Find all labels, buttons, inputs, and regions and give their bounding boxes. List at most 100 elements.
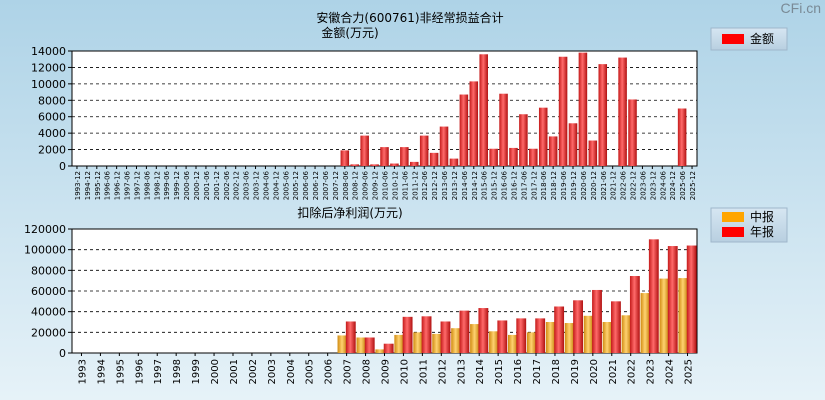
chart2-bar-midyear [356,337,367,353]
chart2-xtick-label: 2024 [665,359,676,384]
chart2-xtick-label: 1996 [134,359,145,384]
chart1-xtick-label: 1996-12 [114,171,122,200]
chart1-xtick-label: 2014-12 [471,171,479,200]
chart2-xtick-label: 1995 [115,359,126,384]
chart2-xtick-label: 2017 [532,359,543,384]
chart1-xtick-label: 2019-12 [570,171,578,200]
chart2-xtick-label: 1998 [172,359,183,384]
chart1-legend-label: 金额 [750,31,774,46]
chart2-xtick-label: 2015 [494,359,505,384]
chart1-xtick-label: 2023-06 [639,170,647,200]
chart2-xtick-label: 2006 [324,359,335,384]
chart2-bar-annual [364,337,375,353]
chart1-xtick-label: 2001-12 [213,171,221,200]
chart2-bar-annual [421,316,432,353]
chart1-bar [598,64,608,166]
chart2-xtick-label: 2023 [646,359,657,384]
chart1-xtick-label: 1995-12 [94,171,102,200]
chart1-xtick-label: 2024-06 [659,170,667,200]
chart1-bar [370,164,379,166]
chart1-xtick-label: 1999-06 [163,170,171,200]
chart2-bar-annual [402,316,413,353]
chart1-ytick-label: 2000 [38,144,66,157]
chart2-xtick-label: 1993 [77,359,88,384]
chart2-xtick-label: 1999 [191,359,202,384]
chart1-xtick-label: 2016-06 [501,170,509,200]
chart2-bar-annual [573,300,583,353]
chart1-xtick-label: 2009-12 [372,171,380,200]
chart1-bar [548,136,558,166]
chart1-xtick-label: 2017-12 [530,171,538,200]
chart1-xtick-label: 2024-12 [669,171,677,200]
chart2-bar-midyear [583,315,594,353]
chart2-xtick-label: 2005 [305,359,316,384]
chart1-xtick-label: 2022-12 [630,171,638,200]
chart1-xtick-label: 2000-12 [193,171,201,200]
chart2-bar-midyear [678,278,689,353]
chart1-xtick-label: 2000-06 [183,170,191,200]
chart1-xtick-label: 2006-06 [302,170,310,200]
chart1-ytick-label: 4000 [38,127,66,140]
chart2-bar-annual [611,301,621,353]
chart1-xtick-label: 2003-06 [243,170,251,200]
chart2-legend-swatch-mid [722,212,744,222]
chart2-xtick-label: 2016 [513,359,524,384]
chart1-xtick-label: 2001-06 [203,170,211,200]
chart1-bar [439,126,449,166]
chart1-xtick-label: 2006-12 [312,171,320,200]
chart1-xtick-label: 1998-12 [153,171,161,200]
chart1-xtick-label: 2011-12 [411,171,419,200]
chart2-legend-label-mid: 中报 [750,209,774,224]
chart2-xtick-label: 2000 [210,359,221,384]
chart2-bar-annual [686,245,697,353]
chart2-ytick-label: 120000 [24,223,66,236]
chart1-xtick-label: 2002-12 [233,171,241,200]
chart1-legend-swatch [722,34,744,44]
chart1-bar [519,114,528,166]
chart2-bar-midyear [451,328,462,353]
chart2-bar-annual [383,343,394,353]
chart1-bar [380,147,389,166]
chart2-bar-midyear [337,335,348,353]
chart1-bar [489,148,498,166]
chart1-bar [459,94,469,166]
chart2-legend-label-annual: 年报 [750,224,774,239]
chart1-xtick-label: 2002-06 [223,170,231,200]
chart2-bar-annual [516,318,527,353]
chart1-xtick-label: 1994-12 [84,171,92,200]
chart1-bar [568,123,578,166]
chart2-bar-midyear [621,315,632,353]
chart2-bar-annual [535,318,546,353]
chart1-xtick-label: 2004-06 [262,170,270,200]
chart1-bar [340,150,350,166]
chart1-xtick-label: 1997-06 [124,170,132,200]
chart1-bar [449,158,459,166]
chart2-bar-midyear [489,331,499,353]
chart1-xtick-label: 2022-06 [620,170,628,200]
chart2-bar-midyear [526,332,537,353]
chart1-bar [360,135,369,166]
chart1-xtick-label: 1993-12 [74,171,82,200]
chart2-xtick-label: 2004 [286,359,297,384]
chart2-bar-midyear [375,349,386,353]
chart2-ytick-label: 80000 [31,264,66,277]
chart1-xtick-label: 2007-06 [322,170,330,200]
chart1-xtick-label: 2021-06 [600,170,608,200]
chart1-bar [469,81,479,166]
chart1-xtick-label: 2010-06 [382,170,390,200]
chart1-xtick-label: 2016-12 [510,171,518,200]
chart1-xtick-label: 2008-12 [352,171,360,200]
chart1-xtick-label: 2019-06 [560,170,568,200]
chart1-ylabel: 金额(万元) [321,25,378,40]
chart1-xtick-label: 2013-12 [451,171,459,200]
chart1-xtick-label: 2025-06 [679,170,687,200]
chart2-bar-annual [497,320,508,353]
chart2-xtick-label: 2018 [551,359,562,384]
chart2-xtick-label: 2011 [418,359,429,384]
chart1-xtick-label: 2005-06 [282,170,290,200]
chart1-xtick-label: 2012-06 [421,170,429,200]
chart1-bar [628,99,637,166]
chart1-xtick-label: 1999-12 [173,171,181,200]
chart2-ytick-label: 0 [59,347,66,360]
